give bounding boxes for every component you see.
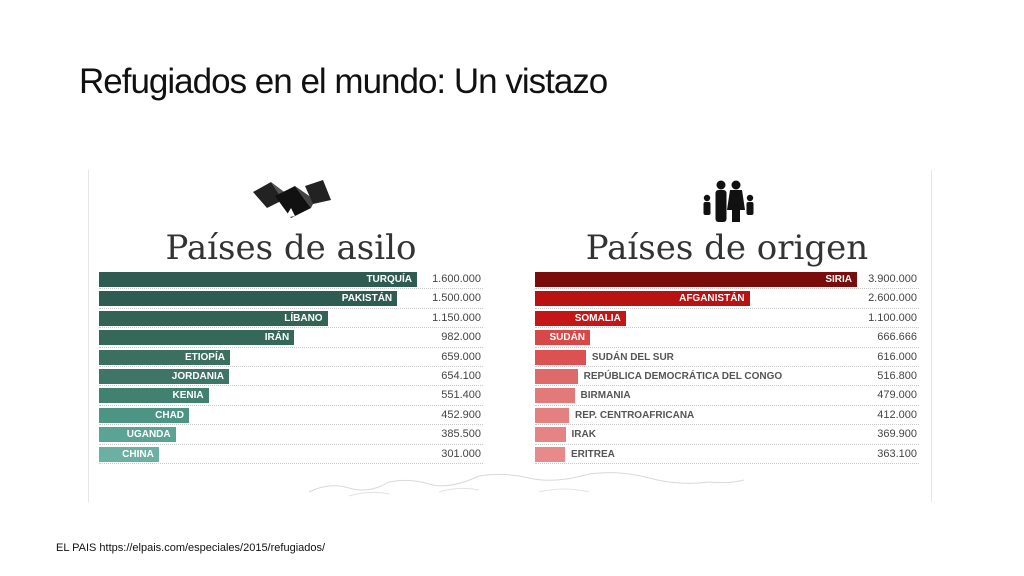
- origin-bar-list: SIRIA 3.900.000 AFGANISTÁN 2.600.000 SOMALIA…: [535, 270, 919, 464]
- bar-value-label: 654.100: [441, 369, 481, 382]
- bar-value-label: 551.400: [441, 389, 481, 402]
- bar: ETIOPÍA: [99, 349, 230, 365]
- bar-category-label: IRÁN: [264, 332, 290, 344]
- bar: [535, 349, 586, 365]
- bar-value-label: 1.150.000: [432, 311, 481, 324]
- bar: KENIA: [99, 388, 209, 404]
- bar-row: IRAK 369.900: [535, 425, 919, 445]
- bar-row: LÍBANO 1.150.000: [99, 309, 483, 329]
- bar: UGANDA: [99, 427, 176, 443]
- bar-category-label: UGANDA: [126, 429, 171, 441]
- bar-row: KENIA 551.400: [99, 386, 483, 406]
- bar: [535, 388, 575, 404]
- world-map-outline: [308, 472, 745, 497]
- bar-category-label: CHAD: [155, 409, 185, 421]
- bar: [535, 407, 570, 423]
- bar-row: SOMALIA 1.100.000: [535, 309, 919, 329]
- source-citation: EL PAIS https://elpais.com/especiales/20…: [56, 542, 326, 554]
- family-icon: [701, 178, 757, 229]
- bar-row: REPÚBLICA DEMOCRÁTICA DEL CONGO 516.800: [535, 367, 919, 387]
- asylum-title: Países de asilo: [165, 228, 417, 268]
- bar-row: PAKISTÁN 1.500.000: [99, 289, 483, 309]
- bar-value-label: 452.900: [441, 408, 481, 421]
- bar-row: CHINA 301.000: [99, 445, 483, 464]
- bar: [535, 427, 566, 443]
- bar-value-label: 3.900.000: [868, 273, 917, 285]
- bar-value-label: 1.500.000: [432, 292, 481, 305]
- bar-category-label: SUDÁN DEL SUR: [591, 351, 674, 363]
- bar-value-label: 1.100.000: [868, 311, 917, 324]
- bar: [535, 368, 578, 384]
- bar-category-label: ETIOPÍA: [184, 351, 225, 363]
- bar: CHAD: [99, 407, 190, 423]
- slide-title: Refugiados en el mundo: Un vistazo: [79, 62, 608, 101]
- asylum-bar-list: TURQUÍA 1.600.000 PAKISTÁN 1.500.000 LÍBANO 1…: [99, 270, 483, 464]
- bar-value-label: 666.666: [877, 331, 917, 344]
- bar-row: TURQUÍA 1.600.000: [99, 270, 483, 290]
- bar: LÍBANO: [99, 310, 328, 326]
- bar-value-label: 2.600.000: [868, 292, 917, 305]
- bar-row: ETIOPÍA 659.000: [99, 348, 483, 367]
- bar-category-label: REP. CENTROAFRICANA: [575, 409, 695, 421]
- bar-value-label: 363.100: [877, 447, 917, 460]
- bar-category-label: CHINA: [122, 448, 154, 460]
- bar: AFGANISTÁN: [535, 291, 750, 307]
- bar-value-label: 301.000: [441, 447, 481, 460]
- origin-title: Países de origen: [585, 228, 869, 268]
- bar-category-label: REPÚBLICA DEMOCRÁTICA DEL CONGO: [583, 370, 783, 382]
- bar-row: BIRMANIA 479.000: [535, 386, 919, 406]
- bar-value-label: 659.000: [441, 350, 481, 363]
- bar-value-label: 385.500: [441, 428, 481, 441]
- bar-row: ERITREA 363.100: [535, 445, 919, 464]
- bar-category-label: AFGANISTÁN: [679, 293, 745, 305]
- bar-category-label: IRAK: [571, 429, 596, 441]
- asylum-panel: Países de asilo TURQUÍA 1.600.000 PAKISTÁN…: [99, 170, 483, 502]
- bar-row: REP. CENTROAFRICANA 412.000: [535, 406, 919, 426]
- bar-value-label: 479.000: [877, 389, 917, 402]
- bar-category-label: BIRMANIA: [580, 390, 631, 402]
- bar-category-label: SOMALIA: [574, 312, 621, 324]
- bar-value-label: 982.000: [441, 331, 481, 344]
- bar-row: CHAD 452.900: [99, 406, 483, 426]
- bar-category-label: JORDANIA: [171, 370, 224, 382]
- bar-row: SIRIA 3.900.000: [535, 270, 919, 290]
- bar-category-label: LÍBANO: [284, 312, 323, 324]
- bar-value-label: 1.600.000: [432, 273, 481, 285]
- bar: SUDÁN: [535, 330, 591, 346]
- bar: JORDANIA: [99, 368, 229, 384]
- bar-category-label: SIRIA: [825, 274, 852, 285]
- bar-category-label: TURQUÍA: [366, 274, 413, 285]
- bar-row: UGANDA 385.500: [99, 425, 483, 445]
- tents-icon: [249, 178, 333, 225]
- bar-value-label: 516.800: [877, 369, 917, 382]
- bar-row: IRÁN 982.000: [99, 328, 483, 348]
- bar-value-label: 369.900: [877, 428, 917, 441]
- bar-row: SUDÁN DEL SUR 616.000: [535, 348, 919, 367]
- bar: IRÁN: [99, 330, 295, 346]
- bar-row: JORDANIA 654.100: [99, 367, 483, 387]
- bar: CHINA: [99, 446, 159, 462]
- bar: TURQUÍA: [99, 272, 418, 287]
- bar-category-label: PAKISTÁN: [341, 293, 393, 305]
- bar-row: AFGANISTÁN 2.600.000: [535, 289, 919, 309]
- bar-value-label: 616.000: [877, 350, 917, 363]
- bar: [535, 446, 565, 462]
- bar: PAKISTÁN: [99, 291, 398, 307]
- bar: SIRIA: [535, 272, 857, 287]
- bar-category-label: KENIA: [172, 390, 204, 402]
- origin-panel: Países de origen SIRIA 3.900.000 AFGANISTÁ…: [535, 170, 919, 502]
- bar-row: SUDÁN 666.666: [535, 328, 919, 348]
- bar-value-label: 412.000: [877, 408, 917, 421]
- bar-category-label: SUDÁN: [549, 332, 586, 344]
- bar: SOMALIA: [535, 310, 626, 326]
- bar-category-label: ERITREA: [570, 448, 615, 460]
- refugee-infographic: Países de asilo TURQUÍA 1.600.000 PAKISTÁN…: [88, 170, 932, 502]
